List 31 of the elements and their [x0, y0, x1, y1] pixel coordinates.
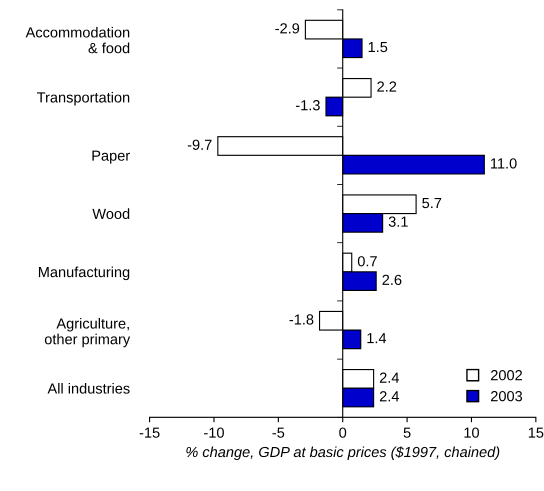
y-tick-label: Accommodation & food	[26, 26, 130, 54]
x-tick-label: -5	[272, 428, 284, 438]
data-label: 2.2	[377, 81, 396, 92]
x-tick-label: 15	[528, 428, 544, 438]
x-tick-label: 5	[404, 428, 411, 438]
data-label: 11.0	[491, 158, 517, 169]
data-label: -9.7	[188, 140, 212, 150]
data-label: 5.7	[422, 198, 442, 208]
data-label: 3.1	[388, 216, 408, 227]
data-label: -1.3	[296, 100, 320, 110]
data-label: -1.8	[290, 314, 314, 325]
x-tick-label: 10	[464, 427, 480, 438]
x-tick-label: 0	[339, 427, 346, 438]
legend-label: 2003	[491, 391, 522, 402]
data-label: 2.4	[380, 372, 400, 383]
data-label: 0.7	[358, 256, 377, 266]
x-axis-title: % change, GDP at basic prices ($1997, chained)	[186, 446, 500, 460]
data-label: -2.9	[275, 23, 300, 34]
data-label: 2.4	[380, 391, 400, 402]
y-tick-label: Paper	[92, 150, 130, 164]
y-tick-label: Manufacturing	[38, 266, 130, 280]
y-tick-label: Wood	[92, 208, 130, 220]
y-tick-label: Transportation	[37, 92, 130, 106]
legend-label: 2002	[491, 370, 522, 380]
data-label: 1.4	[367, 333, 386, 344]
data-label: 1.5	[368, 42, 388, 52]
y-tick-label: Agriculture, other primary	[44, 318, 130, 348]
x-tick-label: -15	[140, 428, 160, 438]
x-tick-label: -10	[204, 427, 224, 438]
data-label: 2.6	[382, 274, 402, 286]
y-tick-label: All industries	[48, 382, 130, 394]
